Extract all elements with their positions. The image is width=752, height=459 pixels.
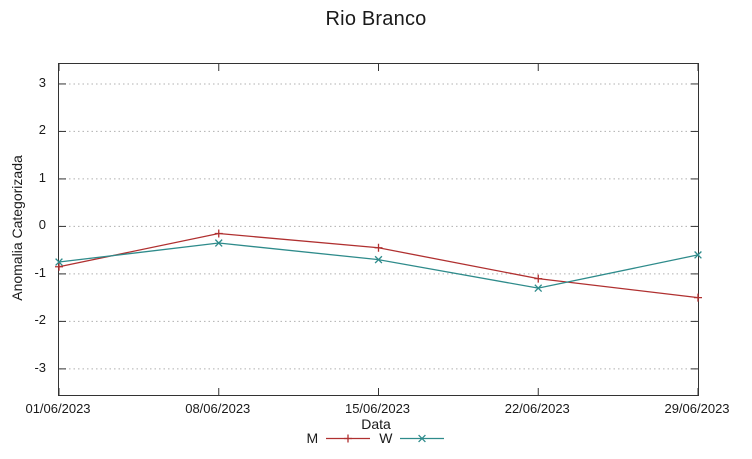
legend-item-w: W xyxy=(379,430,445,446)
x-axis-label: Data xyxy=(361,416,391,432)
legend-item-m: M xyxy=(307,430,372,446)
legend-line-cross-icon xyxy=(400,434,445,442)
legend: M W xyxy=(0,430,752,446)
x-tick-label: 15/06/2023 xyxy=(344,401,411,416)
plot-area xyxy=(55,63,702,396)
y-tick-label: -3 xyxy=(34,359,46,375)
chart-title: Rio Branco xyxy=(325,8,427,30)
x-tick-label: 08/06/2023 xyxy=(185,401,251,416)
x-tick-label: 22/06/2023 xyxy=(504,401,570,416)
legend-label-m: M xyxy=(306,430,319,446)
y-tick-label: 0 xyxy=(38,217,46,233)
y-tick-label: 3 xyxy=(38,74,46,90)
y-tick-label: -2 xyxy=(34,312,46,328)
legend-line-plus-icon xyxy=(326,434,371,442)
x-tick-label: 01/06/2023 xyxy=(25,401,91,416)
y-tick-label: -1 xyxy=(34,264,46,280)
legend-label-w: W xyxy=(379,430,393,446)
x-tick-label: 29/06/2023 xyxy=(664,401,730,416)
y-tick-label: 2 xyxy=(38,122,46,138)
y-tick-label: 1 xyxy=(38,169,46,185)
